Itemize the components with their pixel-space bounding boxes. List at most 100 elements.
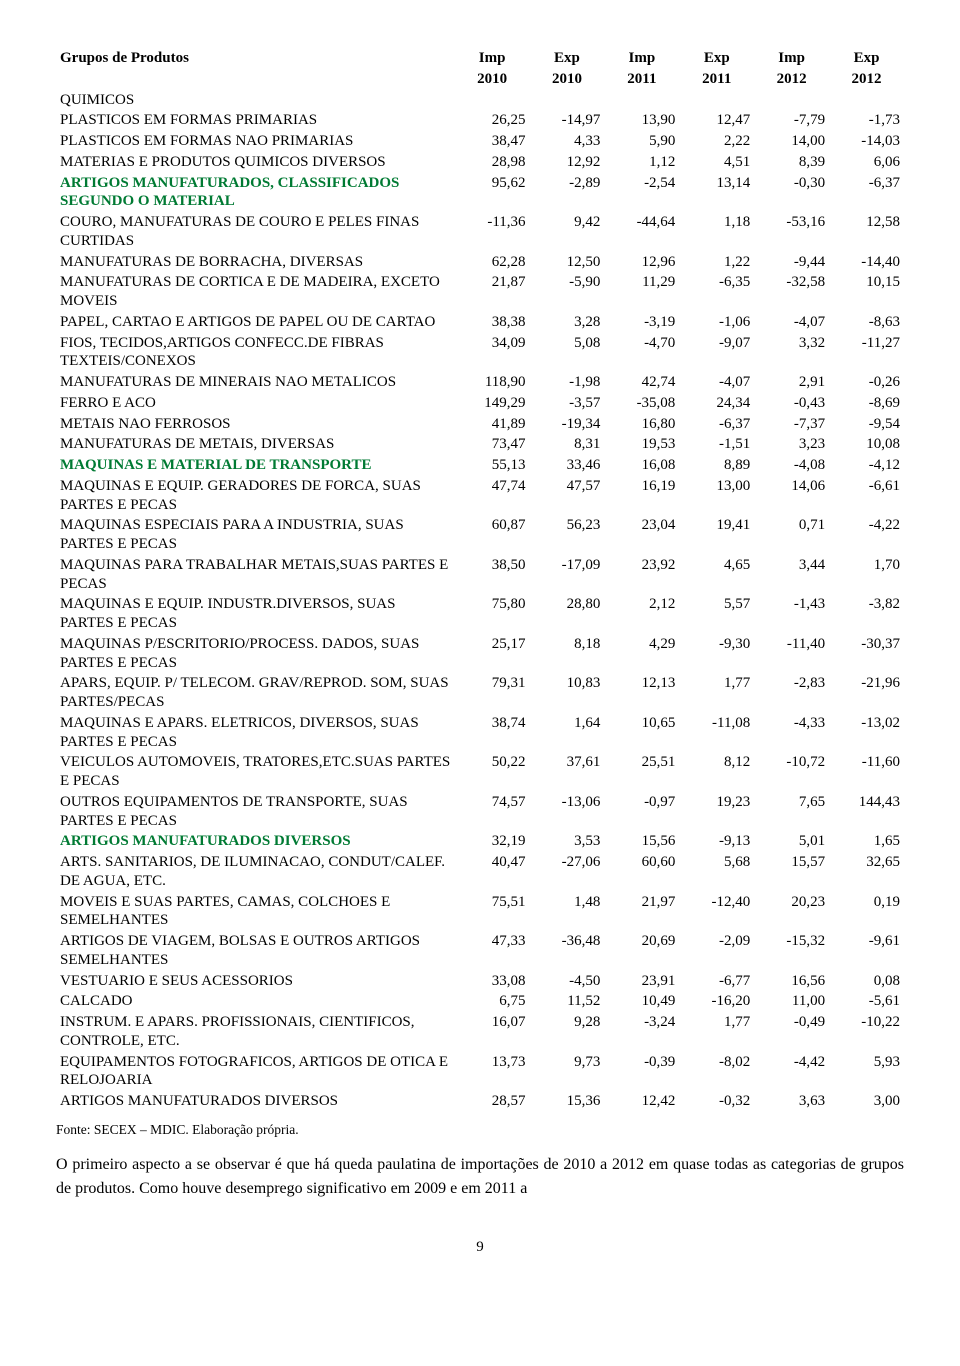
- table-row: MANUFATURAS DE METAIS, DIVERSAS73,478,31…: [56, 434, 904, 455]
- row-value: -9,61: [829, 931, 904, 971]
- row-label: METAIS NAO FERROSOS: [56, 414, 455, 435]
- row-value: 38,50: [455, 555, 530, 595]
- row-value: 40,47: [455, 852, 530, 892]
- table-row: MAQUINAS ESPECIAIS PARA A INDUSTRIA, SUA…: [56, 515, 904, 555]
- row-value: 10,15: [829, 272, 904, 312]
- row-value: 11,52: [530, 991, 605, 1012]
- row-value: -6,61: [829, 476, 904, 516]
- table-row: CALCADO6,7511,5210,49-16,2011,00-5,61: [56, 991, 904, 1012]
- row-label: MANUFATURAS DE MINERAIS NAO METALICOS: [56, 372, 455, 393]
- row-value: 28,80: [530, 594, 605, 634]
- row-value: -7,37: [754, 414, 829, 435]
- row-value: 1,64: [530, 713, 605, 753]
- col-head-bot: 2011: [604, 69, 679, 90]
- row-label: ARTIGOS MANUFATURADOS, CLASSIFICADOS SEG…: [56, 173, 455, 213]
- row-value: 95,62: [455, 173, 530, 213]
- row-value: -4,12: [829, 455, 904, 476]
- row-label: FERRO E ACO: [56, 393, 455, 414]
- row-value: -30,37: [829, 634, 904, 674]
- row-label: OUTROS EQUIPAMENTOS DE TRANSPORTE, SUAS …: [56, 792, 455, 832]
- row-value: -2,54: [604, 173, 679, 213]
- col-head-bot: 2012: [754, 69, 829, 90]
- row-value: -1,43: [754, 594, 829, 634]
- row-value: 33,08: [455, 971, 530, 992]
- table-row: PLASTICOS EM FORMAS PRIMARIAS26,25-14,97…: [56, 110, 904, 131]
- row-value: 8,89: [679, 455, 754, 476]
- row-value: 10,65: [604, 713, 679, 753]
- row-value: 4,29: [604, 634, 679, 674]
- row-value: -0,32: [679, 1091, 754, 1112]
- row-value: -27,06: [530, 852, 605, 892]
- row-value: -4,70: [604, 333, 679, 373]
- row-label: MAQUINAS P/ESCRITORIO/PROCESS. DADOS, SU…: [56, 634, 455, 674]
- row-value: -4,22: [829, 515, 904, 555]
- table-row: FERRO E ACO149,29-3,57-35,0824,34-0,43-8…: [56, 393, 904, 414]
- row-value: 6,06: [829, 152, 904, 173]
- table-row: MANUFATURAS DE CORTICA E DE MADEIRA, EXC…: [56, 272, 904, 312]
- row-value: -4,07: [754, 312, 829, 333]
- row-label: CALCADO: [56, 991, 455, 1012]
- row-value: 75,51: [455, 892, 530, 932]
- table-row: PLASTICOS EM FORMAS NAO PRIMARIAS38,474,…: [56, 131, 904, 152]
- row-value: -9,30: [679, 634, 754, 674]
- row-value: -3,19: [604, 312, 679, 333]
- row-label: MATERIAS E PRODUTOS QUIMICOS DIVERSOS: [56, 152, 455, 173]
- col-head-top: Exp: [679, 48, 754, 69]
- page-number: 9: [56, 1238, 904, 1257]
- row-value: -17,09: [530, 555, 605, 595]
- table-row: COURO, MANUFATURAS DE COURO E PELES FINA…: [56, 212, 904, 252]
- row-value: -11,60: [829, 752, 904, 792]
- row-value: 60,60: [604, 852, 679, 892]
- table-row: OUTROS EQUIPAMENTOS DE TRANSPORTE, SUAS …: [56, 792, 904, 832]
- row-value: 1,48: [530, 892, 605, 932]
- row-value: 3,28: [530, 312, 605, 333]
- row-label: FIOS, TECIDOS,ARTIGOS CONFECC.DE FIBRAS …: [56, 333, 455, 373]
- row-value: 24,34: [679, 393, 754, 414]
- row-value: 38,47: [455, 131, 530, 152]
- col-head-bot: 2010: [530, 69, 605, 90]
- row-value: 8,12: [679, 752, 754, 792]
- row-value: -21,96: [829, 673, 904, 713]
- table-row: FIOS, TECIDOS,ARTIGOS CONFECC.DE FIBRAS …: [56, 333, 904, 373]
- row-value: 15,56: [604, 831, 679, 852]
- row-value: 73,47: [455, 434, 530, 455]
- row-value: -1,06: [679, 312, 754, 333]
- row-value: 20,23: [754, 892, 829, 932]
- col-head-bot: 2010: [455, 69, 530, 90]
- row-value: -35,08: [604, 393, 679, 414]
- row-value: 3,44: [754, 555, 829, 595]
- row-label: PLASTICOS EM FORMAS NAO PRIMARIAS: [56, 131, 455, 152]
- table-header: Grupos de Produtos Imp Exp Imp Exp Imp E…: [56, 48, 904, 90]
- row-value: 9,28: [530, 1012, 605, 1052]
- row-value: 50,22: [455, 752, 530, 792]
- row-value: [530, 90, 605, 111]
- row-value: 23,91: [604, 971, 679, 992]
- row-value: 12,42: [604, 1091, 679, 1112]
- row-value: 3,00: [829, 1091, 904, 1112]
- row-value: -4,07: [679, 372, 754, 393]
- row-value: -2,83: [754, 673, 829, 713]
- row-value: 5,68: [679, 852, 754, 892]
- row-value: 118,90: [455, 372, 530, 393]
- row-value: 23,92: [604, 555, 679, 595]
- table-row: MAQUINAS P/ESCRITORIO/PROCESS. DADOS, SU…: [56, 634, 904, 674]
- row-value: 5,01: [754, 831, 829, 852]
- row-value: 12,58: [829, 212, 904, 252]
- row-value: -6,37: [679, 414, 754, 435]
- row-label: VESTUARIO E SEUS ACESSORIOS: [56, 971, 455, 992]
- row-value: 14,06: [754, 476, 829, 516]
- row-value: -5,90: [530, 272, 605, 312]
- row-value: 13,00: [679, 476, 754, 516]
- row-value: 60,87: [455, 515, 530, 555]
- row-value: -9,13: [679, 831, 754, 852]
- row-value: 1,77: [679, 673, 754, 713]
- row-value: -0,49: [754, 1012, 829, 1052]
- table-row: MOVEIS E SUAS PARTES, CAMAS, COLCHOES E …: [56, 892, 904, 932]
- row-value: -0,97: [604, 792, 679, 832]
- row-value: 2,22: [679, 131, 754, 152]
- row-label: MAQUINAS E APARS. ELETRICOS, DIVERSOS, S…: [56, 713, 455, 753]
- row-value: 42,74: [604, 372, 679, 393]
- row-value: [829, 90, 904, 111]
- row-value: 16,56: [754, 971, 829, 992]
- row-value: -0,39: [604, 1052, 679, 1092]
